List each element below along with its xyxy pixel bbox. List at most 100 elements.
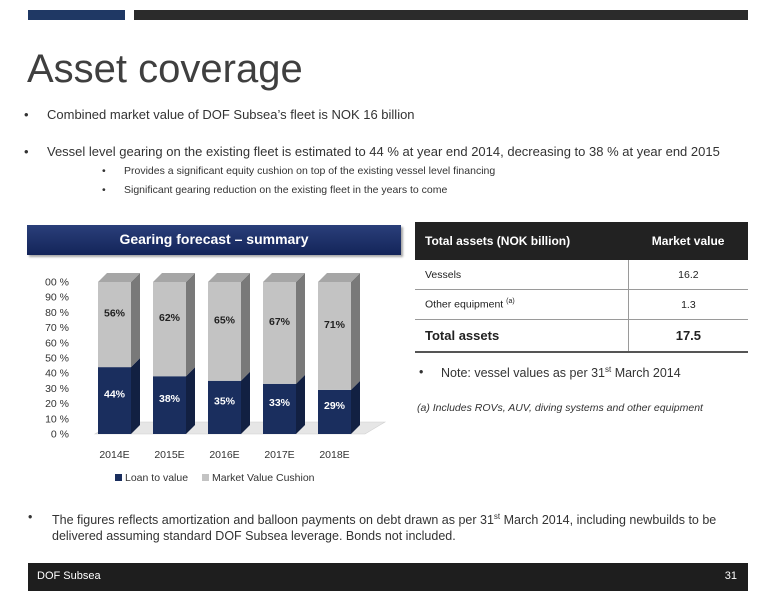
- cushion-value-label: 62%: [159, 312, 181, 324]
- bullet-dot: •: [28, 510, 33, 524]
- footer-company: DOF Subsea: [37, 570, 101, 582]
- equipment-footnote: (a) Includes ROVs, AUV, diving systems a…: [417, 402, 703, 414]
- bottom-sup: st: [493, 512, 501, 521]
- x-tick-label: 2018E: [319, 449, 349, 461]
- loan-bar-side: [351, 380, 360, 434]
- sub-bullet-dot: •: [102, 184, 106, 196]
- cushion-bar-side: [296, 273, 305, 384]
- loan-bar-side: [186, 367, 195, 434]
- legend-swatch-loan: [115, 474, 122, 481]
- y-tick-label: 100 %: [45, 277, 69, 289]
- cushion-bar-side: [131, 273, 140, 368]
- loan-value-label: 33%: [269, 397, 291, 409]
- bullet-market-value: • Combined market value of DOF Subsea’s …: [24, 107, 415, 123]
- legend-label-loan: Loan to value: [125, 472, 188, 484]
- page-title: Asset coverage: [27, 47, 303, 91]
- chart-legend: Loan to value Market Value Cushion: [115, 472, 315, 484]
- cushion-value-label: 71%: [324, 319, 346, 331]
- market-value-cushion-bar: [208, 282, 241, 381]
- cushion-bar-side: [351, 273, 360, 390]
- table-total-row: Total assets 17.5: [415, 319, 748, 353]
- sub-bullet-dot: •: [102, 165, 106, 177]
- bullet-text: Combined market value of DOF Subsea’s fl…: [47, 107, 415, 122]
- loan-bar-side: [296, 374, 305, 434]
- note-text: Note: vessel values as per 31: [441, 366, 605, 381]
- sub-bullet-equity-cushion: • Provides a significant equity cushion …: [102, 164, 496, 178]
- loan-to-value-bar: [153, 376, 186, 434]
- market-value-cushion-bar: [98, 282, 131, 368]
- market-value-cushion-bar: [263, 282, 296, 384]
- loan-value-label: 38%: [159, 393, 181, 405]
- y-tick-label: 20 %: [45, 398, 69, 410]
- sub-bullet-text: Provides a significant equity cushion on…: [124, 165, 496, 177]
- row-label-vessels: Vessels: [415, 260, 629, 290]
- loan-bar-side: [131, 358, 140, 434]
- loan-value-label: 44%: [104, 389, 126, 401]
- bullet-dot: •: [419, 365, 424, 379]
- total-assets-table: Total assets (NOK billion) Market value …: [415, 222, 748, 353]
- loan-to-value-bar: [263, 383, 296, 434]
- loan-value-label: 35%: [214, 395, 236, 407]
- row-label-other-equipment: Other equipment (a): [415, 289, 629, 320]
- cushion-value-label: 67%: [269, 316, 291, 328]
- cushion-bar-top: [263, 273, 305, 282]
- cushion-bar-top: [98, 273, 140, 282]
- sub-bullet-gearing-reduction: • Significant gearing reduction on the e…: [102, 183, 448, 197]
- loan-bar-side: [241, 371, 250, 434]
- y-tick-label: 40 %: [45, 368, 69, 380]
- y-tick-label: 90 %: [45, 292, 69, 304]
- loan-to-value-bar: [208, 380, 241, 434]
- chart-banner: Gearing forecast – summary: [27, 225, 401, 255]
- x-tick-label: 2014E: [99, 449, 129, 461]
- cushion-bar-top: [318, 273, 360, 282]
- cushion-value-label: 56%: [104, 308, 126, 320]
- loan-to-value-bar: [98, 367, 131, 434]
- table-header-row: Total assets (NOK billion) Market value: [415, 222, 748, 260]
- cushion-bar-top: [208, 273, 250, 282]
- bullet-dot: •: [24, 144, 29, 159]
- legend-label-cushion: Market Value Cushion: [212, 472, 315, 484]
- cushion-bar-side: [186, 273, 195, 377]
- bullet-text: Vessel level gearing on the existing fle…: [47, 144, 720, 159]
- market-value-cushion-bar: [153, 282, 186, 377]
- cushion-value-label: 65%: [214, 314, 236, 326]
- top-accent-bar-blue: [28, 10, 125, 20]
- page-number: 31: [724, 570, 737, 582]
- header-total-assets: Total assets (NOK billion): [415, 222, 629, 260]
- bullet-dot: •: [24, 107, 29, 122]
- row-value-vessels: 16.2: [627, 260, 748, 290]
- row-value-other-equipment: 1.3: [627, 289, 748, 320]
- market-value-cushion-bar: [318, 282, 351, 390]
- x-tick-label: 2017E: [264, 449, 294, 461]
- bullet-gearing: • Vessel level gearing on the existing f…: [24, 144, 720, 160]
- y-axis: 0 % 10 % 20 % 30 % 40 % 50 % 60 % 70 % 80 % 90 % 1…: [45, 277, 69, 441]
- loan-to-value-bar: [318, 389, 351, 434]
- table-row: Other equipment (a) 1.3: [415, 289, 748, 320]
- legend-swatch-cushion: [202, 474, 209, 481]
- other-equipment-label: Other equipment: [425, 298, 504, 311]
- bar-group: 44% 56% 38% 62% 35% 65% 33% 67% 29% 71%: [98, 273, 360, 434]
- bottom-text: The figures reflects amortization and ba…: [52, 513, 494, 528]
- top-accent-bar-dark: [134, 10, 748, 20]
- cushion-bar-side: [241, 273, 250, 381]
- vessel-value-note: • Note: vessel values as per 31st March …: [419, 365, 681, 381]
- x-tick-label: 2015E: [154, 449, 184, 461]
- y-tick-label: 70 %: [45, 322, 69, 334]
- bottom-bullet: • The figures reflects amortization and …: [28, 509, 752, 544]
- note-sup: st: [604, 365, 612, 374]
- x-tick-label: 2016E: [209, 449, 239, 461]
- cushion-bar-top: [153, 273, 195, 282]
- footnote-marker: (a): [506, 298, 515, 306]
- sub-bullet-text: Significant gearing reduction on the exi…: [124, 184, 448, 196]
- table-row: Vessels 16.2: [415, 260, 748, 290]
- y-tick-label: 50 %: [45, 353, 69, 365]
- y-tick-label: 60 %: [45, 337, 69, 349]
- y-tick-label: 10 %: [45, 413, 69, 425]
- y-tick-label: 30 %: [45, 383, 69, 395]
- bottom-text-end: March 2014, including newbuilds to be de…: [52, 513, 717, 544]
- y-tick-label: 0 %: [51, 429, 69, 441]
- gearing-chart: 0 % 10 % 20 % 30 % 40 % 50 % 60 % 70 % 80 % 90 % 1…: [45, 273, 387, 484]
- y-tick-label: 80 %: [45, 307, 69, 319]
- total-value: 17.5: [627, 319, 748, 353]
- header-market-value: Market value: [628, 222, 748, 260]
